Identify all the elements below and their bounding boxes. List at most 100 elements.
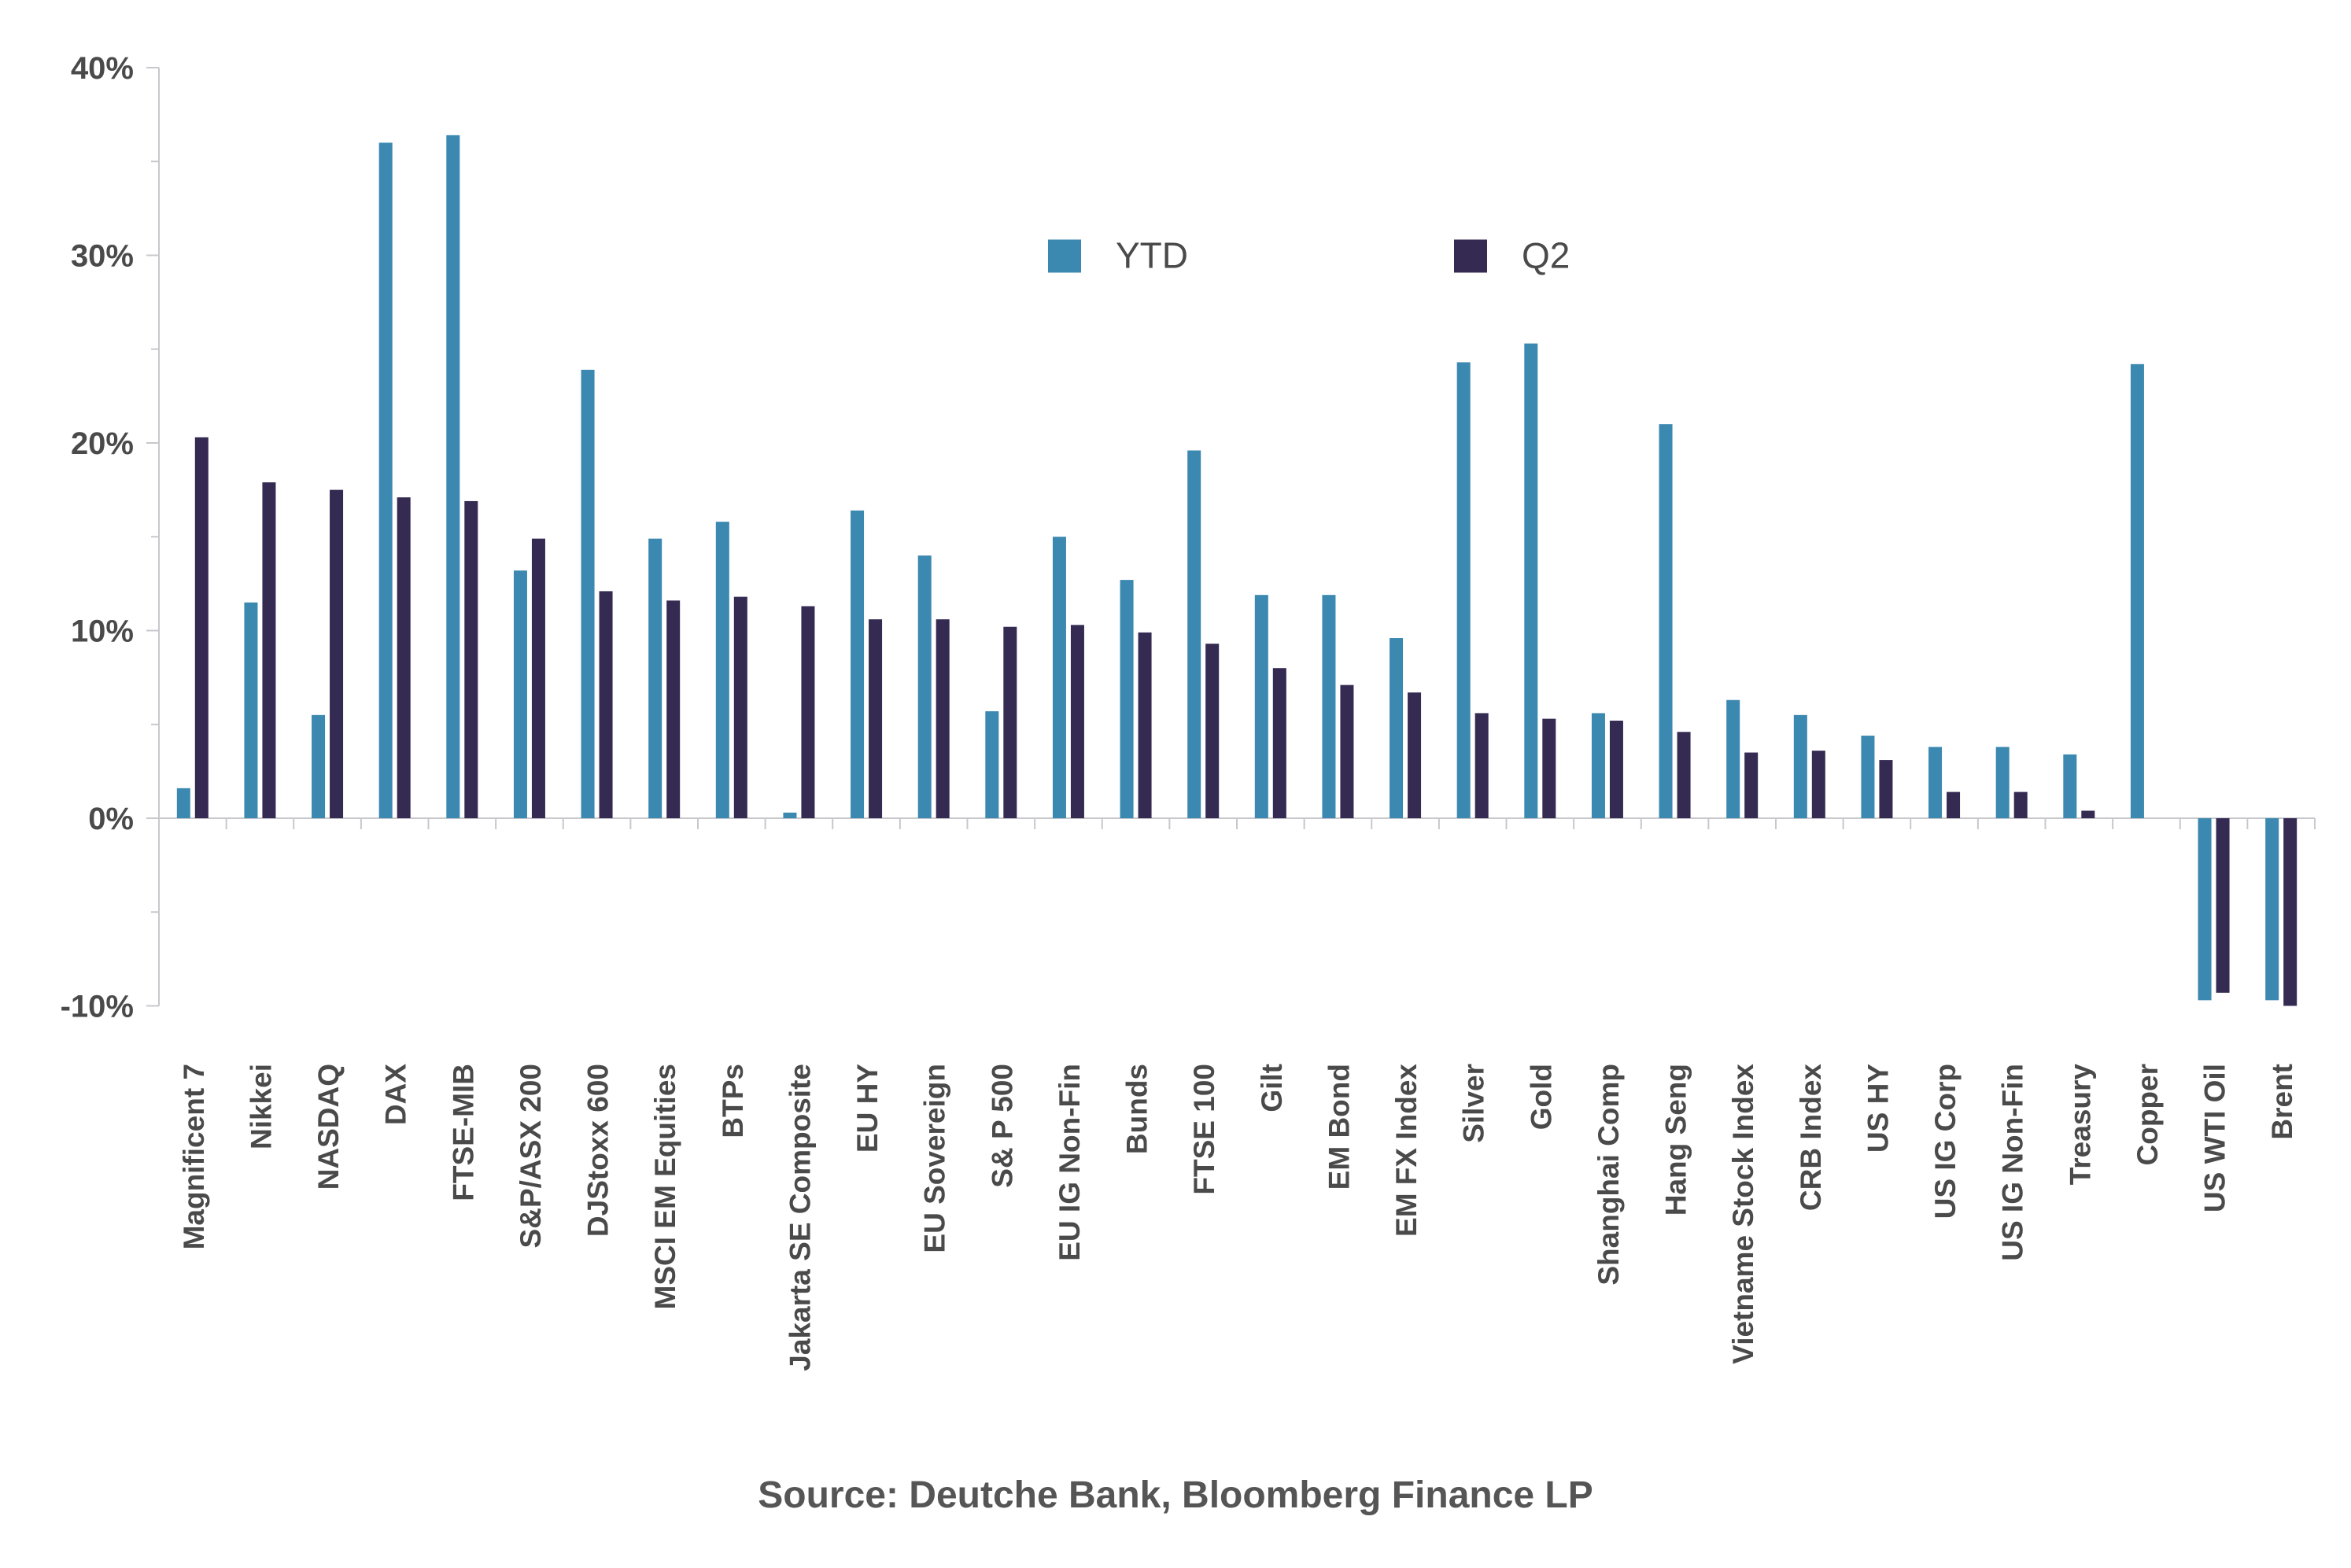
bar-q2 [2081, 810, 2095, 818]
bar-q2 [599, 591, 613, 818]
x-tick-label: Bunds [1121, 1064, 1153, 1154]
x-tick-label: CRB Index [1795, 1064, 1827, 1212]
bar-ytd [648, 538, 662, 818]
x-tick-label: US WTI Oil [2199, 1064, 2231, 1212]
bar-ytd [1390, 638, 1404, 818]
x-tick-label: US IG Non-Fin [1997, 1064, 2029, 1261]
bar-ytd [917, 555, 932, 818]
y-tick-label: 40% [71, 51, 134, 86]
bar-q2 [733, 596, 747, 818]
x-tick-label: BTPs [717, 1064, 749, 1138]
x-tick-label: Nikkei [245, 1064, 277, 1149]
bar-ytd [1591, 713, 1605, 818]
bar-ytd [1928, 747, 1943, 818]
x-tick-label: Vietname Stock Index [1727, 1064, 1759, 1364]
bar-q2 [1811, 751, 1825, 818]
bar-ytd [446, 135, 460, 819]
bar-q2 [1340, 684, 1354, 818]
legend-label-q2: Q2 [1522, 235, 1570, 276]
bar-q2 [1138, 632, 1152, 818]
x-tick-label: Hang Seng [1660, 1064, 1692, 1216]
x-tick-label: Gilt [1256, 1064, 1288, 1112]
y-tick-label: -10% [61, 990, 134, 1024]
legend: YTD Q2 [1048, 235, 1570, 276]
bar-q2 [936, 619, 950, 818]
x-tick-label: US IG Corp [1929, 1064, 1962, 1219]
bar-ytd [1995, 747, 2010, 818]
bar-q2 [1677, 732, 1691, 818]
bar-q2 [2216, 818, 2230, 993]
y-tick-label: 0% [88, 802, 134, 836]
x-tick-label: Treasury [2064, 1064, 2096, 1186]
bar-ytd [2265, 818, 2279, 1001]
x-tick-label: Shanghai Comp [1593, 1064, 1625, 1286]
x-tick-label: EU Sovereign [919, 1064, 951, 1253]
x-tick-label: S& P 500 [986, 1064, 1018, 1188]
bar-q2 [1205, 644, 1220, 818]
x-tick-label: US HY [1862, 1064, 1894, 1153]
bar-ytd [2198, 818, 2212, 1001]
x-tick-label: DJStoxx 600 [582, 1064, 615, 1237]
bar-q2 [1474, 713, 1489, 818]
bar-q2 [1879, 760, 1893, 819]
x-tick-label: Jakarta SE Composite [784, 1064, 816, 1371]
x-tick-label: EM FX Index [1390, 1064, 1423, 1237]
bar-ytd [176, 788, 190, 818]
bar-ytd [1052, 537, 1066, 818]
bar-q2 [1003, 626, 1017, 818]
bar-q2 [801, 606, 815, 818]
x-tick-label: NASDAQ [312, 1064, 345, 1190]
bar-q2 [2013, 791, 2028, 818]
bar-q2 [330, 489, 344, 819]
bar-q2 [1272, 668, 1286, 818]
bar-q2 [262, 482, 276, 818]
bar-q2 [194, 437, 209, 819]
bar-ytd [1726, 699, 1740, 818]
x-tick-label: EU IG Non-Fin [1054, 1064, 1086, 1261]
x-tick-label: EU HY [851, 1064, 884, 1153]
bar-ytd [783, 812, 797, 819]
bar-ytd [2130, 363, 2144, 819]
bar-ytd [851, 510, 865, 818]
source-note: Source: Deutche Bank, Bloomberg Finance … [758, 1474, 1593, 1516]
bar-q2 [1542, 718, 1556, 819]
legend-label-ytd: YTD [1116, 235, 1188, 276]
y-tick-label: 30% [71, 239, 134, 274]
bar-ytd [985, 711, 999, 818]
x-tick-label: FTSE 100 [1188, 1064, 1220, 1195]
bar-q2 [1070, 625, 1084, 819]
bar-q2 [464, 500, 478, 818]
legend-swatch-ytd [1048, 239, 1081, 273]
x-tick-label: Silver [1458, 1064, 1490, 1143]
bar-q2 [397, 497, 411, 818]
bar-ytd [1187, 450, 1201, 818]
bar-ytd [513, 570, 527, 818]
x-tick-label: Brent [2266, 1064, 2298, 1140]
bar-q2 [531, 538, 545, 818]
x-tick-label: MSCI EM Equities [649, 1064, 681, 1309]
bar-q2 [666, 600, 681, 818]
bar-ytd [1120, 580, 1134, 818]
x-tick-label: Magnificent 7 [178, 1064, 210, 1249]
bar-q2 [869, 619, 883, 818]
bar-ytd [1659, 424, 1673, 818]
bar-ytd [1254, 595, 1268, 818]
bar-ytd [581, 369, 595, 818]
bar-q2 [1408, 692, 1422, 818]
bar-ytd [1322, 595, 1336, 818]
bar-ytd [1861, 736, 1875, 818]
x-tick-label: Copper [2131, 1064, 2164, 1166]
bar-ytd [312, 714, 326, 819]
y-tick-label: 20% [71, 426, 134, 461]
bar-q2 [1744, 752, 1759, 818]
bar-ytd [1793, 714, 1807, 819]
bar-ytd [715, 522, 729, 818]
x-tick-label: DAX [380, 1064, 412, 1125]
bar-q2 [1609, 720, 1623, 818]
bars-layer [176, 135, 2297, 1006]
bar-q2 [2283, 818, 2297, 1006]
x-tick-label: S&P/ASX 200 [515, 1064, 547, 1248]
legend-swatch-q2 [1454, 239, 1487, 273]
